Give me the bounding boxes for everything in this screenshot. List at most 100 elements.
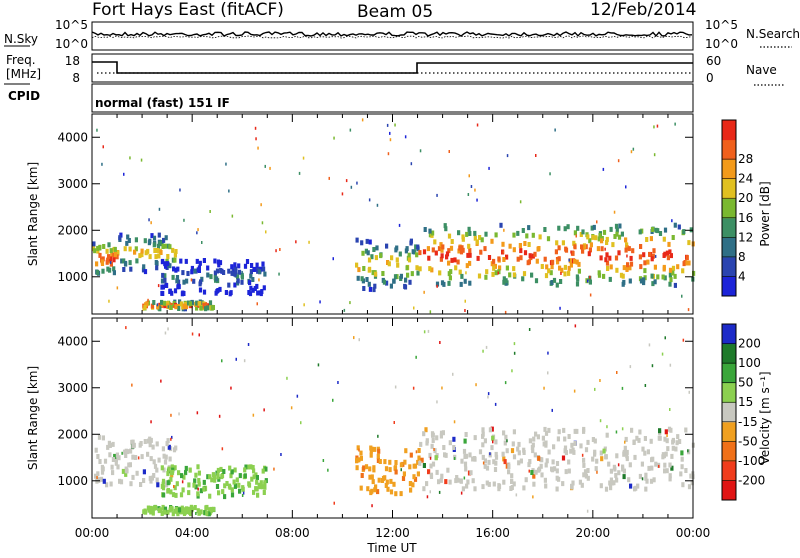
power-cell	[463, 278, 467, 284]
velocity-cell	[604, 486, 609, 492]
power-speck	[413, 306, 415, 310]
velocity-cell	[194, 484, 198, 490]
power-cell	[639, 278, 644, 284]
velocity-cell	[160, 465, 164, 471]
velocity-speck	[551, 408, 553, 412]
velocity-cell	[418, 460, 422, 466]
power-cell	[120, 258, 124, 264]
velocity-cell	[627, 477, 631, 483]
velocity-cell	[481, 427, 485, 433]
power-cell	[615, 267, 619, 273]
power-cell	[605, 252, 609, 258]
power-cell	[440, 280, 445, 286]
velocity-speck	[532, 495, 534, 499]
velocity-cell	[110, 464, 114, 470]
velocity-cell	[661, 454, 665, 460]
velocity-cell	[441, 430, 445, 436]
power-cell	[573, 230, 577, 236]
power-cell	[582, 244, 586, 250]
velocity-speck	[197, 487, 199, 491]
velocity-cell	[528, 438, 532, 444]
velocity-cell	[389, 478, 393, 484]
power-cell	[123, 260, 128, 266]
velocity-cell	[213, 477, 217, 483]
power-cell	[447, 233, 452, 239]
power-speck	[656, 124, 659, 128]
velocity-cell	[366, 486, 370, 492]
velocity-speck	[171, 435, 173, 439]
velocity-cell	[609, 485, 613, 491]
velocity-cell	[502, 430, 506, 436]
velocity-cell	[216, 467, 220, 473]
power-cell	[645, 237, 649, 242]
power-cell	[101, 268, 105, 274]
power-cell	[109, 248, 113, 254]
power-cell	[602, 273, 606, 279]
velocity-cell	[539, 463, 543, 469]
power-cell	[685, 260, 689, 266]
power-cell	[563, 271, 567, 277]
velocity-cell	[494, 439, 498, 445]
power-cell	[206, 305, 210, 311]
nsearch-trace	[91, 35, 693, 39]
power-cell	[648, 251, 652, 257]
power-speck	[167, 305, 170, 309]
velocity-cell	[674, 446, 678, 452]
velocity-cell	[422, 463, 426, 468]
velocity-cell	[182, 474, 186, 480]
velocity-cell	[593, 449, 597, 455]
power-cell	[628, 278, 632, 284]
velocity-cell	[625, 453, 629, 459]
power-cell	[428, 266, 432, 272]
velocity-cell	[471, 478, 475, 484]
velocity-cell	[643, 450, 647, 456]
velocity-cell	[531, 448, 535, 454]
velocity-cell	[401, 476, 406, 481]
power-cell	[144, 302, 148, 308]
velocity-speck	[487, 395, 489, 399]
velocity-cell	[684, 468, 688, 473]
velocity-cell	[494, 454, 499, 460]
power-speck	[196, 231, 198, 235]
velocity-cell	[97, 434, 102, 440]
nsky-label: N.Sky	[4, 32, 38, 46]
power-cell	[615, 231, 619, 237]
velocity-cell	[142, 469, 146, 475]
velocity-speck	[586, 509, 589, 513]
velocity-cell	[522, 450, 526, 455]
velocity-cell	[142, 478, 146, 483]
velocity-speck	[252, 413, 255, 417]
velocity-cell	[487, 459, 491, 465]
velocity-cell	[124, 453, 128, 458]
velocity-speck	[581, 453, 584, 457]
velocity-cell	[177, 507, 182, 513]
power-cell	[196, 267, 200, 273]
power-speck	[148, 218, 150, 222]
power-cell	[587, 251, 591, 257]
velocity-cell	[385, 479, 389, 485]
velocity-cell	[494, 460, 498, 466]
power-cell	[530, 272, 534, 278]
velocity-cell	[556, 436, 560, 442]
power-cell	[176, 266, 180, 272]
power-speck	[389, 138, 392, 142]
velocity-speck	[438, 490, 441, 494]
power-cell	[508, 272, 512, 278]
velocity-cell	[625, 456, 629, 462]
velocity-cell	[409, 452, 413, 458]
power-cell	[108, 267, 112, 273]
velocity-cell	[356, 457, 360, 463]
velocity-cell	[582, 457, 586, 463]
power-cell	[673, 282, 677, 288]
power-cell	[519, 248, 523, 254]
velocity-cell	[425, 481, 429, 487]
velocity-cell	[555, 475, 559, 481]
velocity-cell	[117, 455, 121, 461]
power-cell	[668, 281, 672, 287]
power-cell	[468, 231, 472, 236]
power-cell	[218, 260, 223, 266]
power-speck	[157, 284, 160, 288]
velocity-cell	[504, 434, 508, 440]
power-speck	[464, 299, 466, 303]
velocity-cell	[196, 508, 200, 514]
